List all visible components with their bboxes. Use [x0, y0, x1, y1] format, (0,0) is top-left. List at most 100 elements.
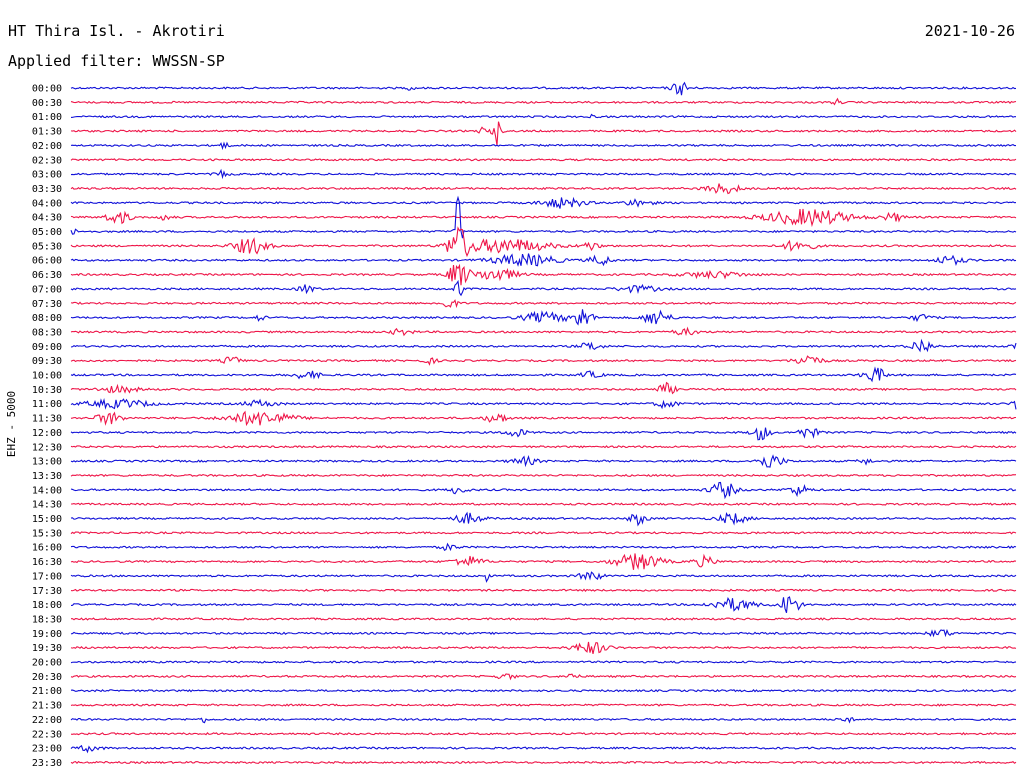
trace-line [70, 717, 1017, 724]
time-tick-label: 03:00 [32, 170, 62, 181]
trace-line [70, 542, 1017, 552]
trace-line [70, 279, 1017, 297]
trace-line [70, 588, 1017, 592]
time-tick-label: 11:00 [32, 399, 62, 410]
trace-line [70, 596, 1017, 613]
trace-line [70, 454, 1017, 468]
trace-line [70, 299, 1017, 309]
time-tick-label: 01:30 [32, 127, 62, 138]
time-tick-label: 00:00 [32, 84, 62, 95]
trace-line [70, 628, 1017, 638]
trace-group [70, 81, 1017, 765]
time-tick-label: 21:00 [32, 686, 62, 697]
trace-line [70, 141, 1017, 151]
time-tick-label: 07:00 [32, 284, 62, 295]
time-tick-label: 12:30 [32, 442, 62, 453]
time-tick-label: 10:00 [32, 371, 62, 382]
time-tick-label: 18:30 [32, 614, 62, 625]
trace-line [70, 760, 1017, 765]
trace-line [70, 381, 1017, 395]
time-tick-label: 19:00 [32, 629, 62, 640]
trace-line [70, 744, 1017, 754]
trace-line [70, 410, 1017, 427]
trace-line [70, 473, 1017, 478]
trace-line [70, 481, 1017, 500]
trace-line [70, 196, 1017, 209]
date-label: 2021-10-26 [924, 22, 1015, 40]
trace-line [70, 511, 1017, 527]
trace-line [70, 641, 1017, 654]
time-tick-label: 00:30 [32, 98, 62, 109]
trace-line [70, 366, 1017, 383]
time-tick-label: 16:00 [32, 543, 62, 554]
trace-line [70, 502, 1017, 506]
time-tick-label: 21:30 [32, 701, 62, 712]
time-tick-label: 06:30 [32, 270, 62, 281]
time-tick-label: 01:00 [32, 112, 62, 123]
time-tick-label: 15:00 [32, 514, 62, 525]
time-tick-label: 15:30 [32, 528, 62, 539]
time-tick-label: 20:30 [32, 672, 62, 683]
trace-line [70, 617, 1017, 621]
time-tick-label: 19:30 [32, 643, 62, 654]
time-tick-label: 10:30 [32, 385, 62, 396]
trace-line [70, 226, 1017, 258]
station-title: HT Thira Isl. - Akrotiri [8, 22, 225, 40]
time-tick-label: 17:00 [32, 571, 62, 582]
trace-line [70, 398, 1017, 410]
time-tick-label: 07:30 [32, 299, 62, 310]
time-tick-label: 13:00 [32, 457, 62, 468]
time-tick-label: 12:00 [32, 428, 62, 439]
trace-line [70, 195, 1017, 239]
time-tick-label: 22:00 [32, 715, 62, 726]
time-tick-label: 04:30 [32, 213, 62, 224]
time-tick-label: 09:00 [32, 342, 62, 353]
trace-line [70, 326, 1017, 337]
time-tick-label: 05:30 [32, 241, 62, 252]
time-tick-label: 20:00 [32, 658, 62, 669]
time-tick-label: 05:00 [32, 227, 62, 238]
time-tick-label: 04:00 [32, 198, 62, 209]
trace-line [70, 309, 1017, 326]
trace-line [70, 553, 1017, 570]
time-tick-label: 03:30 [32, 184, 62, 195]
time-tick-label: 23:30 [32, 758, 62, 769]
trace-line [70, 263, 1017, 286]
trace-line [70, 571, 1017, 583]
trace-line [70, 183, 1017, 195]
trace-line [70, 660, 1017, 664]
time-tick-label: 22:30 [32, 729, 62, 740]
trace-line [70, 427, 1017, 441]
trace-line [70, 338, 1017, 353]
trace-line [70, 81, 1017, 96]
trace-line [70, 121, 1017, 146]
time-tick-label: 14:30 [32, 500, 62, 511]
time-tick-label: 02:30 [32, 155, 62, 166]
filter-label: Applied filter: WWSSN-SP [8, 52, 225, 70]
time-tick-label: 14:00 [32, 485, 62, 496]
trace-line [70, 168, 1017, 180]
time-tick-label: 23:00 [32, 744, 62, 755]
time-tick-label: 18:00 [32, 600, 62, 611]
y-axis-label: EHZ - 5000 [5, 391, 18, 457]
trace-line [70, 253, 1017, 267]
time-tick-label: 02:00 [32, 141, 62, 152]
trace-line [70, 113, 1017, 119]
time-tick-label: 17:30 [32, 586, 62, 597]
trace-line [70, 732, 1017, 736]
time-tick-labels: 00:00 00:30 01:00 01:30 02:00 02:30 03:00 03:30… [32, 84, 62, 769]
trace-line [70, 531, 1017, 535]
trace-line [70, 355, 1017, 366]
time-tick-label: 13:30 [32, 471, 62, 482]
time-tick-label: 16:30 [32, 557, 62, 568]
trace-line [70, 673, 1017, 681]
time-tick-label: 06:00 [32, 256, 62, 267]
trace-line [70, 689, 1017, 693]
time-tick-label: 08:30 [32, 327, 62, 338]
trace-line [70, 158, 1017, 162]
time-tick-label: 11:30 [32, 414, 62, 425]
trace-line [70, 445, 1017, 449]
trace-line [70, 208, 1017, 228]
trace-line [70, 703, 1017, 707]
